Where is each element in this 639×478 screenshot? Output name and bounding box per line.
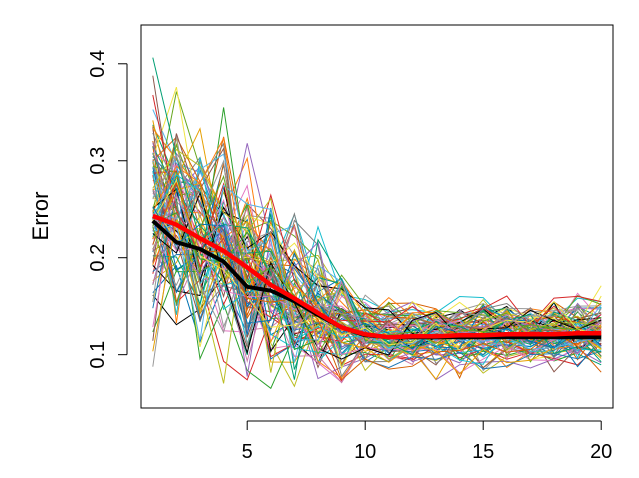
run-line (152, 109, 602, 339)
x-tick-label: 10 (354, 441, 376, 463)
run-line (152, 190, 602, 335)
y-tick-label: 0.4 (87, 50, 109, 78)
y-axis: 0.1 0.2 0.3 0.4 (87, 50, 128, 369)
y-axis-title: Error (28, 192, 53, 241)
run-line (152, 57, 602, 380)
summary-series (151, 213, 602, 340)
run-line (152, 75, 602, 346)
run-line (152, 170, 602, 388)
run-line (152, 206, 602, 350)
run-line (152, 94, 602, 332)
run-line (152, 191, 602, 360)
y-tick-label: 0.2 (87, 244, 109, 272)
individual-runs (152, 57, 602, 390)
run-line (152, 207, 602, 384)
y-tick-label: 0.3 (87, 147, 109, 175)
run-line (152, 181, 602, 381)
mean-line (152, 213, 602, 340)
plot-frame (140, 24, 614, 409)
y-tick-label: 0.1 (87, 341, 109, 369)
x-tick-label: 15 (472, 441, 494, 463)
x-axis: 5 10 15 20 (242, 420, 612, 463)
run-line (152, 153, 602, 378)
x-tick-label: 5 (242, 441, 253, 463)
run-line (152, 135, 602, 351)
x-tick-label: 20 (590, 441, 612, 463)
